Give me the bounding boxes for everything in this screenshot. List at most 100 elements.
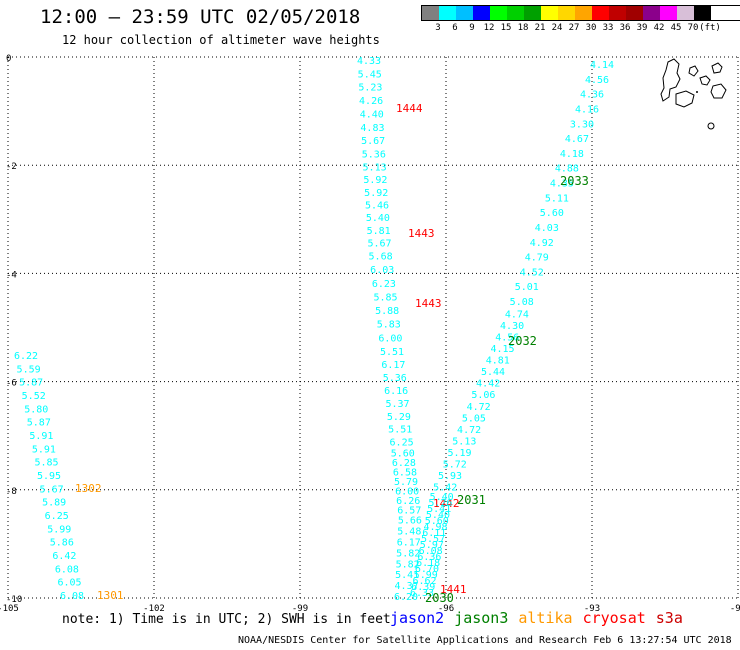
satellite-label-cryosat: cryosat [582, 609, 646, 627]
lon-tick-label: -93 [584, 604, 600, 614]
wave-height-value: 5.51 [380, 347, 404, 358]
wave-height-value: 5.01 [515, 282, 539, 293]
island-outline [699, 75, 711, 86]
wave-height-value: 4.98 [423, 522, 447, 533]
wave-height-value: 4.56 [495, 333, 519, 344]
legend-swatch [456, 6, 473, 20]
wave-height-value: 5.59 [17, 364, 41, 375]
legend-swatch [609, 6, 626, 20]
wave-height-value: 5.36 [383, 373, 407, 384]
wave-height-value: 5.41 [395, 570, 419, 581]
wave-height-value: 6.28 [392, 458, 416, 469]
wave-height-value: 6.17 [397, 537, 421, 548]
wave-height-value: 6.20 [394, 592, 418, 603]
lat-tick-label: -2 [6, 162, 17, 172]
wave-height-value: 5.72 [443, 459, 467, 470]
wave-height-value: 5.85 [34, 458, 58, 469]
wave-height-value: 5.83 [377, 320, 401, 331]
wave-height-value: 5.88 [375, 306, 399, 317]
wave-height-value: 5.82 [396, 548, 420, 559]
wave-height-value: 4.81 [486, 356, 510, 367]
legend-swatch [660, 6, 677, 20]
wave-height-value: 5.40 [430, 492, 454, 503]
wave-height-value: 5.87 [19, 378, 43, 389]
wave-height-value: 3.30 [570, 119, 594, 130]
wave-height-value: 4.79 [525, 253, 549, 264]
wave-height-value: 4.40 [360, 109, 384, 120]
island-outline [660, 58, 681, 102]
wave-height-value: 4.72 [467, 402, 491, 413]
wave-height-value: 5.66 [398, 516, 422, 527]
wave-height-value: 4.67 [565, 134, 589, 145]
legend-label: 33 [602, 23, 614, 33]
wave-height-value: 5.05 [462, 413, 486, 424]
legend-swatch [626, 6, 643, 20]
wave-height-value: 6.11 [422, 528, 446, 539]
wave-height-value: 5.81 [367, 226, 391, 237]
lat-tick-label: -10 [6, 595, 22, 605]
wave-height-value: 5.44 [481, 367, 505, 378]
legend-swatch [558, 6, 575, 20]
wave-height-value: 6.33 [410, 588, 434, 599]
wave-height-value: 5.67 [40, 484, 64, 495]
wave-height-value: 5.79 [394, 477, 418, 488]
legend-swatch [422, 6, 439, 20]
wave-height-value: 4.33 [357, 56, 381, 67]
wave-height-value: 4.42 [476, 379, 500, 390]
legend-swatch [575, 6, 592, 20]
legend-label: 27 [568, 23, 580, 33]
wave-height-value: 5.86 [50, 538, 74, 549]
satellite-label-jason2: jason2 [390, 609, 445, 627]
wave-height-value: 4.35 [550, 179, 574, 190]
lat-tick-label: -6 [6, 379, 17, 389]
pass-time-label: 2030 [425, 591, 454, 605]
wave-height-value: 4.16 [575, 104, 599, 115]
wave-height-value: 5.42 [433, 482, 457, 493]
wave-height-value: 5.60 [540, 208, 564, 219]
legend-swatch [524, 6, 541, 20]
wave-height-value: 5.40 [426, 510, 450, 521]
wave-height-value: 6.36 [417, 552, 441, 563]
satellite-label-s3a: s3a [655, 609, 683, 627]
wave-height-value: 5.36 [362, 150, 386, 161]
legend-labels: 3 6 9 12 15 18 21 24 27 30 33 36 39 42 45 70 (ft) [421, 21, 740, 35]
wave-height-value: 5.97 [420, 540, 444, 551]
wave-height-value: 5.92 [363, 175, 387, 186]
wave-height-value: 6.05 [57, 578, 81, 589]
wave-height-value: 5.92 [364, 188, 388, 199]
wave-height-value: 6.42 [52, 551, 76, 562]
wave-height-value: 5.93 [438, 471, 462, 482]
wave-height-value: 4.26 [359, 96, 383, 107]
wave-height-value: 6.17 [381, 360, 405, 371]
wave-height-value: 5.37 [385, 399, 409, 410]
legend-swatch [643, 6, 660, 20]
satellite-legend: jason2 jason3 altika cryosat s3a [390, 609, 693, 627]
wave-height-value: 5.68 [369, 252, 393, 263]
color-legend: 3 6 9 12 15 18 21 24 27 30 33 36 39 42 45 70 (ft) [421, 5, 740, 35]
lon-tick-label: -96 [438, 604, 454, 614]
island-outline [688, 65, 699, 77]
wave-height-value: 5.82 [396, 559, 420, 570]
wave-height-value: 6.25 [390, 438, 414, 449]
page-subtitle: 12 hour collection of altimeter wave hei… [62, 33, 380, 47]
legend-label: 30 [585, 23, 597, 33]
legend-swatch [541, 6, 558, 20]
wave-height-value: 5.46 [365, 201, 389, 212]
wave-height-value: 6.23 [372, 279, 396, 290]
lat-tick-label: -8 [6, 487, 17, 497]
wave-height-value: 5.99 [414, 570, 438, 581]
legend-label: 36 [619, 23, 631, 33]
wave-height-value: 4.14 [590, 60, 614, 71]
island-outline [675, 90, 695, 108]
wave-height-value: 6.16 [384, 386, 408, 397]
wave-height-value: 5.45 [358, 69, 382, 80]
legend-label: 12 [483, 23, 495, 33]
legend-label: 9 [469, 23, 475, 33]
wave-height-value: 5.95 [37, 471, 61, 482]
lon-tick-label: -105 [0, 604, 19, 614]
wave-height-value: 6.70 [415, 564, 439, 575]
wave-height-value: 6.22 [14, 351, 38, 362]
satellite-label-jason3: jason3 [454, 609, 509, 627]
wave-height-value: 5.85 [373, 292, 397, 303]
wave-height-value: 4.36 [580, 90, 604, 101]
